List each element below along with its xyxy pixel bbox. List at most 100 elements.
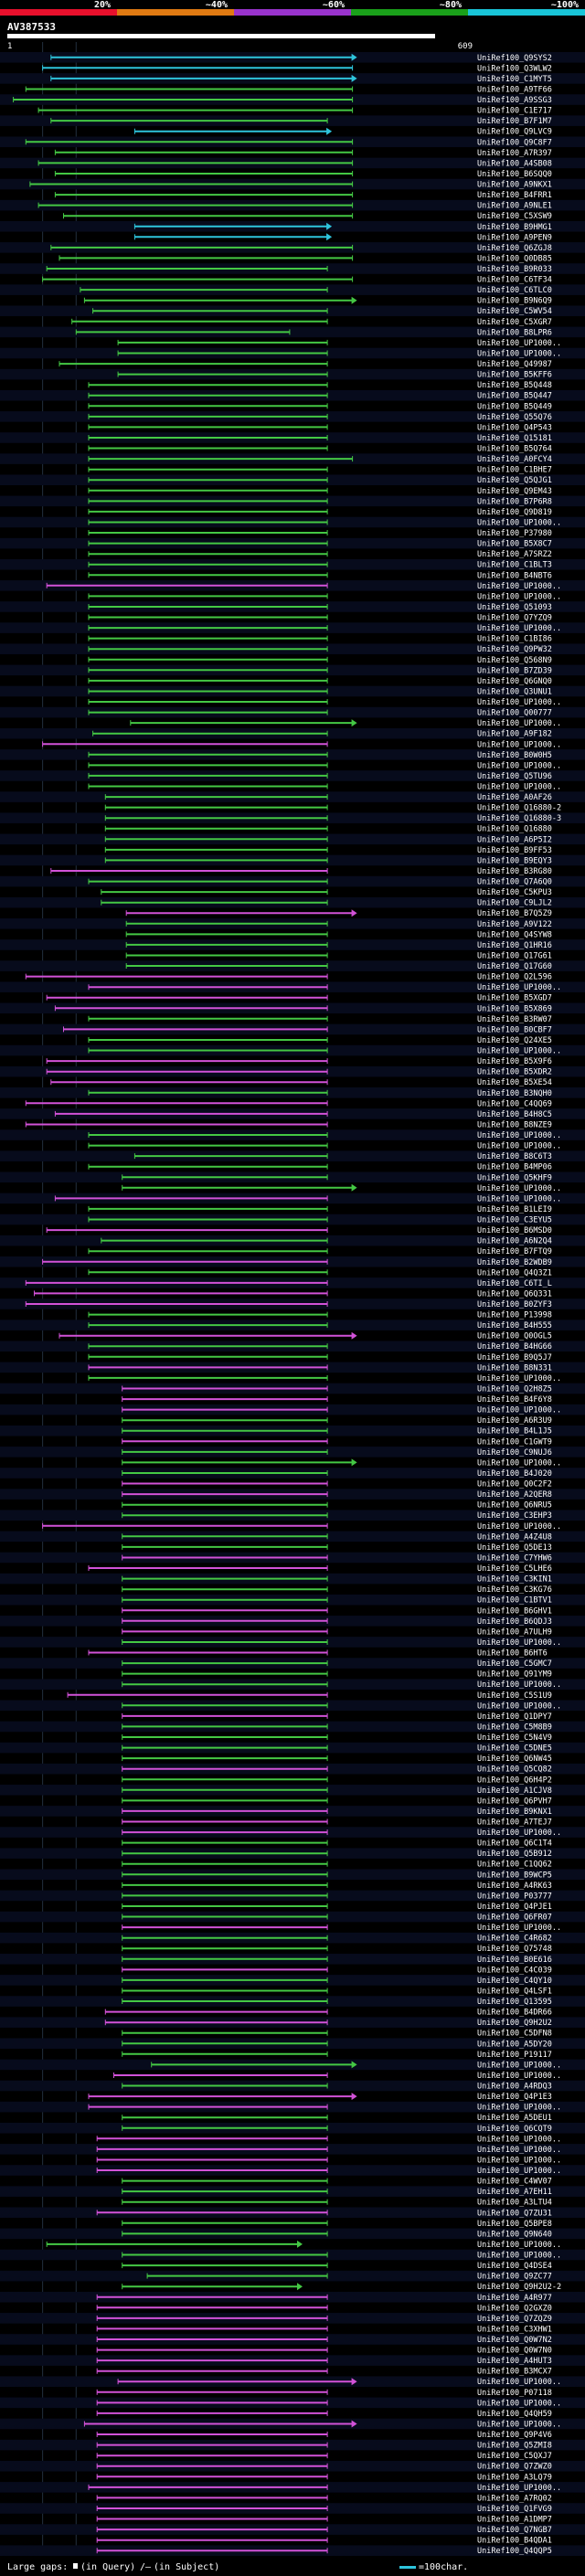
hit-label[interactable]: UniRef100_Q6CQT9 (477, 2125, 552, 2134)
hit-row[interactable]: UniRef100_B6MSD0 (46, 1226, 552, 1235)
hit-row[interactable]: UniRef100_Q4QQP5 (0, 2545, 585, 2556)
hit-row[interactable]: UniRef100_Q17G60 (0, 960, 585, 971)
hit-row[interactable]: UniRef100_A4RK63 (122, 1882, 552, 1891)
hit-row[interactable]: UniRef100_B4DR66 (104, 2009, 552, 2018)
hit-row[interactable]: UniRef100_C1BI86 (88, 635, 552, 644)
hit-label[interactable]: UniRef100_Q4PJE1 (477, 1903, 552, 1912)
hit-row[interactable]: UniRef100_A0AF26 (0, 791, 585, 802)
hit-row[interactable]: UniRef100_Q9N640 (0, 2228, 585, 2240)
hit-row[interactable]: UniRef100_Q3UNU1 (0, 685, 585, 697)
hit-row[interactable]: UniRef100_C4WV07 (122, 2178, 552, 2187)
hit-label[interactable]: UniRef100_UP1000.. (477, 2061, 561, 2070)
hit-row[interactable]: UniRef100_A9NKX1 (0, 178, 585, 190)
hit-label[interactable]: UniRef100_UP1000.. (477, 1406, 561, 1415)
hit-label[interactable]: UniRef100_Q9ZC77 (477, 2273, 552, 2282)
hit-label[interactable]: UniRef100_C4QQ69 (477, 1099, 552, 1108)
hit-label[interactable]: UniRef100_UP1000.. (477, 624, 561, 633)
hit-label[interactable]: UniRef100_C9LJL2 (477, 899, 552, 908)
hit-label[interactable]: UniRef100_Q2L596 (477, 973, 552, 982)
hit-label[interactable]: UniRef100_A4R977 (477, 2294, 552, 2303)
hit-label[interactable]: UniRef100_Q15181 (477, 434, 552, 443)
hit-label[interactable]: UniRef100_B4FRR1 (477, 191, 552, 200)
hit-label[interactable]: UniRef100_C1BLT3 (477, 561, 552, 570)
hit-label[interactable]: UniRef100_UP1000.. (477, 2252, 561, 2261)
hit-label[interactable]: UniRef100_B4F6Y8 (477, 1395, 552, 1405)
hit-row[interactable]: UniRef100_B4MP06 (88, 1163, 552, 1172)
hit-label[interactable]: UniRef100_A4Z4U8 (477, 1532, 552, 1542)
hit-row[interactable]: UniRef100_B9EQY3 (0, 854, 585, 866)
hit-label[interactable]: UniRef100_B9WCP5 (477, 1871, 552, 1880)
hit-row[interactable]: UniRef100_Q9P4V6 (96, 2431, 552, 2440)
hit-label[interactable]: UniRef100_C5QXJ7 (477, 2452, 552, 2461)
hit-row[interactable]: UniRef100_B2WDB9 (0, 1256, 585, 1267)
hit-label[interactable]: UniRef100_B2WDB9 (477, 1258, 552, 1267)
hit-label[interactable]: UniRef100_B7Q5Z9 (477, 909, 552, 918)
hit-row[interactable]: UniRef100_C5QXJ7 (96, 2452, 552, 2461)
hit-label[interactable]: UniRef100_C1BI86 (477, 635, 552, 644)
hit-label[interactable]: UniRef100_Q9D819 (477, 508, 552, 517)
hit-label[interactable]: UniRef100_Q24XE5 (477, 1036, 552, 1045)
hit-label[interactable]: UniRef100_B5Q448 (477, 381, 552, 390)
hit-label[interactable]: UniRef100_C9NUJ6 (477, 1448, 552, 1458)
hit-row[interactable]: UniRef100_C4QY10 (0, 1975, 585, 1986)
hit-label[interactable]: UniRef100_UP1000.. (477, 339, 561, 348)
hit-row[interactable]: UniRef100_Q5TU96 (0, 770, 585, 781)
hit-label[interactable]: UniRef100_UP1000.. (477, 2146, 561, 2155)
hit-label[interactable]: UniRef100_Q7ZQZ9 (477, 2315, 552, 2324)
hit-label[interactable]: UniRef100_Q5QJG1 (477, 476, 552, 485)
hit-row[interactable]: UniRef100_B3RW07 (88, 1015, 552, 1024)
hit-row[interactable]: UniRef100_Q7NGB7 (0, 2524, 585, 2535)
hit-label[interactable]: UniRef100_B8N331 (477, 1363, 552, 1373)
hit-row[interactable]: UniRef100_C3EYU5 (0, 1214, 585, 1225)
hit-row[interactable]: UniRef100_A9PEN9 (133, 233, 552, 242)
hit-label[interactable]: UniRef100_Q5CQ82 (477, 1765, 552, 1775)
hit-row[interactable]: UniRef100_UP1000.. (0, 2059, 585, 2071)
hit-label[interactable]: UniRef100_Q16880 (477, 825, 552, 834)
hit-label[interactable]: UniRef100_Q9SYS2 (477, 54, 552, 63)
hit-label[interactable]: UniRef100_P37980 (477, 529, 552, 538)
hit-label[interactable]: UniRef100_A6P5I2 (477, 835, 552, 844)
hit-label[interactable]: UniRef100_UP1000.. (477, 1701, 561, 1711)
hit-label[interactable]: UniRef100_B6MSD0 (477, 1226, 552, 1235)
hit-row[interactable]: UniRef100_Q7A6Q0 (0, 875, 585, 887)
hit-label[interactable]: UniRef100_Q9N640 (477, 2230, 552, 2239)
hit-label[interactable]: UniRef100_Q00777 (477, 709, 552, 718)
hit-label[interactable]: UniRef100_B7P6R8 (477, 497, 552, 506)
hit-label[interactable]: UniRef100_Q0OGL5 (477, 1332, 552, 1341)
hit-label[interactable]: UniRef100_B4HG66 (477, 1342, 552, 1352)
hit-row[interactable]: UniRef100_UP1000.. (122, 1924, 561, 1933)
hit-row[interactable]: UniRef100_B9KNX1 (0, 1806, 585, 1817)
hit-label[interactable]: UniRef100_Q17G60 (477, 962, 552, 971)
hit-label[interactable]: UniRef100_UP1000.. (477, 2135, 561, 2144)
hit-label[interactable]: UniRef100_UP1000.. (477, 1680, 561, 1690)
hit-label[interactable]: UniRef100_C4R682 (477, 1935, 552, 1944)
hit-row[interactable]: UniRef100_Q24XE5 (88, 1036, 552, 1045)
hit-label[interactable]: UniRef100_UP1000.. (477, 740, 561, 749)
hit-row[interactable]: UniRef100_Q5ZMI8 (0, 2439, 585, 2451)
hit-label[interactable]: UniRef100_A9NLE1 (477, 202, 552, 211)
hit-label[interactable]: UniRef100_B3RG80 (477, 867, 552, 876)
hit-row[interactable]: UniRef100_Q9C8F7 (0, 136, 585, 147)
hit-label[interactable]: UniRef100_B4MP06 (477, 1163, 552, 1172)
hit-label[interactable]: UniRef100_UP1000.. (477, 698, 561, 707)
hit-row[interactable]: UniRef100_A4RDQ3 (0, 2080, 585, 2092)
hit-label[interactable]: UniRef100_C1QQ62 (477, 1860, 552, 1870)
hit-row[interactable]: UniRef100_A4Z4U8 (0, 1531, 585, 1542)
hit-label[interactable]: UniRef100_Q3WLW2 (477, 64, 552, 73)
hit-row[interactable]: UniRef100_Q3WLW2 (42, 64, 552, 73)
hit-label[interactable]: UniRef100_Q0C2F2 (477, 1480, 552, 1489)
hit-label[interactable]: UniRef100_B9EQY3 (477, 856, 552, 865)
hit-label[interactable]: UniRef100_Q6FR07 (477, 1913, 552, 1923)
hit-row[interactable]: UniRef100_UP1000.. (0, 516, 585, 528)
hit-row[interactable]: UniRef100_A9NLE1 (0, 199, 585, 211)
hit-row[interactable]: UniRef100_Q9SYS2 (0, 52, 585, 63)
hit-label[interactable]: UniRef100_Q1HR16 (477, 941, 552, 950)
hit-label[interactable]: UniRef100_Q6PVH7 (477, 1797, 552, 1806)
hit-label[interactable]: UniRef100_Q5BPE8 (477, 2220, 552, 2229)
hit-row[interactable]: UniRef100_Q7ZU31 (0, 2207, 585, 2218)
hit-row[interactable]: UniRef100_B4L1J5 (0, 1425, 585, 1436)
hit-label[interactable]: UniRef100_Q75748 (477, 1945, 552, 1954)
hit-row[interactable]: UniRef100_Q4P543 (88, 423, 552, 432)
hit-row[interactable]: UniRef100_B5XGD7 (46, 994, 552, 1003)
hit-row[interactable]: UniRef100_Q9H2U2-2 (122, 2283, 561, 2292)
